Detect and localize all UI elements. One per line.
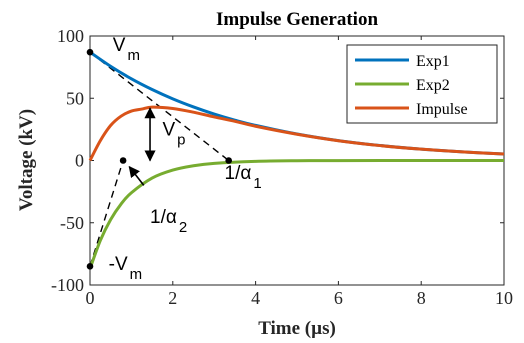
legend: Exp1 Exp2 Impulse: [346, 44, 498, 124]
legend-entry: Exp2: [416, 77, 450, 94]
annotation-subscript: 1: [253, 175, 261, 192]
chart-title: Impulse Generation: [216, 9, 378, 30]
annotation-subscript: m: [127, 47, 139, 64]
alpha2-arrow: [128, 165, 145, 186]
y-tick-label: 0: [75, 151, 84, 171]
annotation-main: V: [162, 120, 175, 141]
series-line-exp2: [88, 158, 505, 270]
marker-point: [119, 157, 127, 164]
series-line-impulse: [88, 105, 505, 162]
legend-entry: Exp1: [416, 53, 450, 70]
annotation-subscript: m: [130, 266, 143, 283]
x-tick-label: 8: [417, 288, 426, 308]
x-tick-label: 0: [86, 288, 95, 308]
annotation-label: 1/α 1: [225, 163, 262, 192]
marker-point: [86, 263, 94, 270]
x-axis-label: Time (µs): [258, 318, 336, 339]
annotation-subscript: 2: [179, 219, 187, 236]
y-tick-label: 50: [66, 88, 84, 108]
marker-point: [225, 157, 232, 164]
y-tick-label: -100: [51, 275, 84, 295]
annotation-main: 1/α: [150, 207, 177, 228]
annotation-main: V: [113, 35, 126, 56]
x-tick-label: 4: [251, 288, 260, 308]
annotation-label: -V m: [109, 254, 143, 283]
tangent-line: [89, 160, 124, 267]
annotation-main: -V: [109, 254, 128, 275]
x-tick-label: 10: [495, 288, 513, 308]
x-tick-label: 2: [168, 288, 177, 308]
marker-point: [86, 48, 94, 56]
y-axis-label: Voltage (kV): [16, 109, 37, 211]
y-tick-label: -50: [60, 213, 84, 233]
y-tick-label: 100: [57, 26, 84, 46]
annotation-main: 1/α: [225, 163, 252, 184]
annotation-label: 1/α 2: [150, 207, 187, 236]
annotation-subscript: p: [177, 132, 185, 149]
x-tick-label: 6: [334, 288, 343, 308]
legend-entry: Impulse: [416, 101, 468, 118]
